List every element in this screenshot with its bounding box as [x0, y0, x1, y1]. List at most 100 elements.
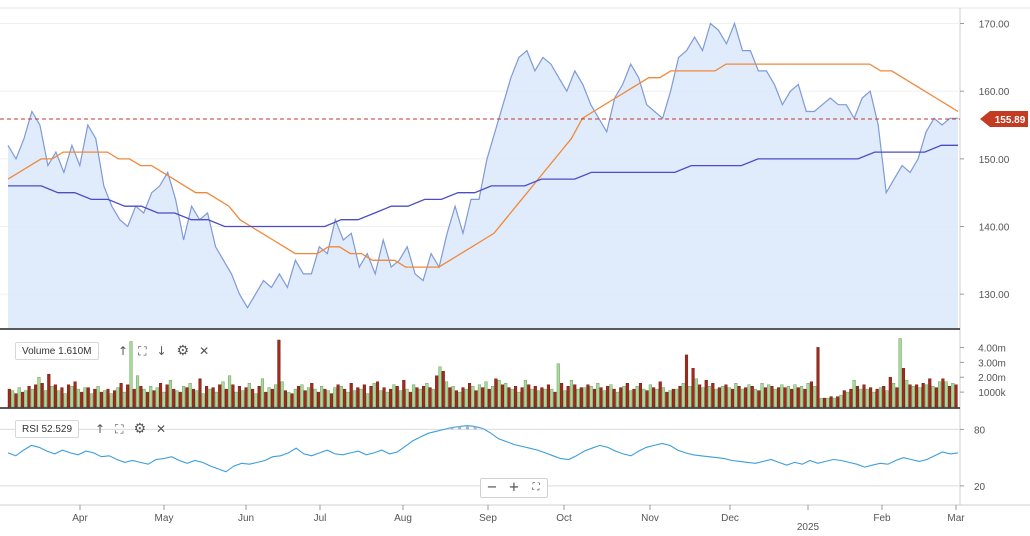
rsi-close-icon[interactable]: ✕ — [156, 422, 167, 436]
volume-bar — [839, 394, 843, 408]
volume-bar — [862, 384, 866, 408]
volume-bar — [678, 386, 682, 408]
volume-bar — [484, 381, 488, 408]
time-tick-label: Nov — [641, 513, 659, 524]
expand-icon[interactable]: ⛶ — [138, 344, 147, 358]
gear-icon[interactable]: ⚙ — [176, 343, 190, 359]
volume-tick-label: 3.00m — [978, 358, 1006, 369]
volume-bar — [66, 384, 71, 408]
zoom-out-button[interactable]: − — [486, 480, 498, 495]
volume-bar — [750, 386, 754, 408]
volume-bar — [537, 390, 541, 408]
volume-bar — [632, 388, 636, 408]
volume-bar — [836, 396, 840, 408]
arrow-down-icon[interactable]: ↓ — [156, 344, 167, 358]
volume-bar — [625, 383, 629, 408]
rsi-toolbar: ↑ ⛶ ⚙ ✕ — [95, 420, 166, 438]
volume-bar — [129, 341, 133, 408]
volume-label[interactable]: Volume 1.610M — [15, 342, 99, 360]
volume-bar — [435, 375, 439, 408]
volume-bar — [859, 388, 863, 408]
volume-bar — [767, 384, 771, 408]
volume-bar — [96, 386, 100, 408]
volume-bar — [237, 386, 241, 408]
close-icon[interactable]: ✕ — [199, 344, 210, 358]
volume-bar — [753, 388, 758, 408]
volume-bar — [86, 387, 90, 408]
volume-bar — [464, 388, 468, 408]
volume-bar — [658, 381, 662, 408]
volume-bar — [615, 391, 620, 408]
volume-bar — [349, 383, 353, 408]
volume-bar — [734, 383, 738, 408]
volume-bar — [816, 347, 820, 408]
volume-bar — [556, 363, 560, 408]
volume-bar — [888, 377, 892, 408]
volume-bar — [63, 393, 67, 408]
volume-bar — [145, 391, 149, 408]
volume-tick-label: 1000k — [978, 388, 1006, 399]
zoom-fit-button[interactable]: ⛶ — [532, 482, 540, 493]
volume-bar — [297, 386, 301, 408]
volume-bar — [431, 388, 435, 408]
volume-bar — [661, 387, 666, 408]
volume-bar — [671, 388, 675, 408]
volume-tick-label: 4.00m — [978, 343, 1006, 354]
volume-bar — [675, 388, 679, 408]
rsi-label[interactable]: RSI 52.529 — [15, 420, 80, 438]
rsi-arrow-up-icon[interactable]: ↑ — [95, 422, 106, 436]
volume-bar — [944, 381, 948, 408]
volume-bar — [185, 387, 189, 408]
volume-bar — [583, 387, 587, 408]
volume-bar — [392, 384, 396, 408]
volume-bar — [461, 387, 465, 408]
rsi-gear-icon[interactable]: ⚙ — [133, 421, 147, 437]
volume-bar — [730, 388, 735, 408]
volume-bar — [379, 390, 383, 408]
volume-bar — [398, 390, 403, 408]
volume-bar — [73, 381, 77, 408]
arrow-up-icon[interactable]: ↑ — [118, 344, 129, 358]
volume-bar — [168, 380, 172, 408]
volume-bar — [931, 386, 935, 408]
volume-bar — [865, 388, 869, 408]
volume-bar — [855, 386, 859, 408]
volume-bar — [885, 390, 889, 408]
zoom-in-button[interactable]: + — [508, 480, 520, 495]
volume-bar — [648, 384, 652, 408]
volume-bar — [612, 388, 616, 408]
volume-bar — [510, 388, 514, 408]
last-price-label: 155.89 — [995, 115, 1026, 126]
volume-bar — [796, 387, 800, 408]
volume-bar — [911, 386, 915, 408]
volume-bar — [201, 393, 205, 408]
price-tick-label: 160.00 — [979, 87, 1010, 98]
volume-bar — [790, 388, 794, 408]
volume-bar — [491, 386, 495, 408]
volume-bar — [681, 383, 685, 408]
volume-bar — [954, 384, 958, 408]
volume-bar — [898, 338, 902, 408]
volume-bar — [638, 383, 643, 408]
volume-bar — [665, 391, 669, 408]
volume-bar — [740, 388, 744, 408]
volume-bar — [530, 388, 534, 408]
volume-bar — [819, 397, 823, 408]
volume-bar — [37, 377, 41, 408]
volume-bar — [514, 386, 518, 408]
volume-bar — [191, 388, 195, 408]
volume-bar — [70, 386, 74, 408]
volume-bar — [852, 380, 856, 408]
volume-bar — [112, 390, 117, 408]
volume-bar — [241, 390, 245, 408]
volume-bar — [359, 388, 363, 408]
volume-bar — [523, 380, 527, 408]
volume-bar — [451, 386, 455, 408]
volume-bar — [254, 393, 258, 408]
volume-bar — [264, 391, 268, 408]
volume-bar — [652, 387, 656, 408]
rsi-expand-icon[interactable]: ⛶ — [115, 422, 124, 436]
volume-bar — [326, 390, 330, 408]
volume-bar — [106, 388, 110, 408]
